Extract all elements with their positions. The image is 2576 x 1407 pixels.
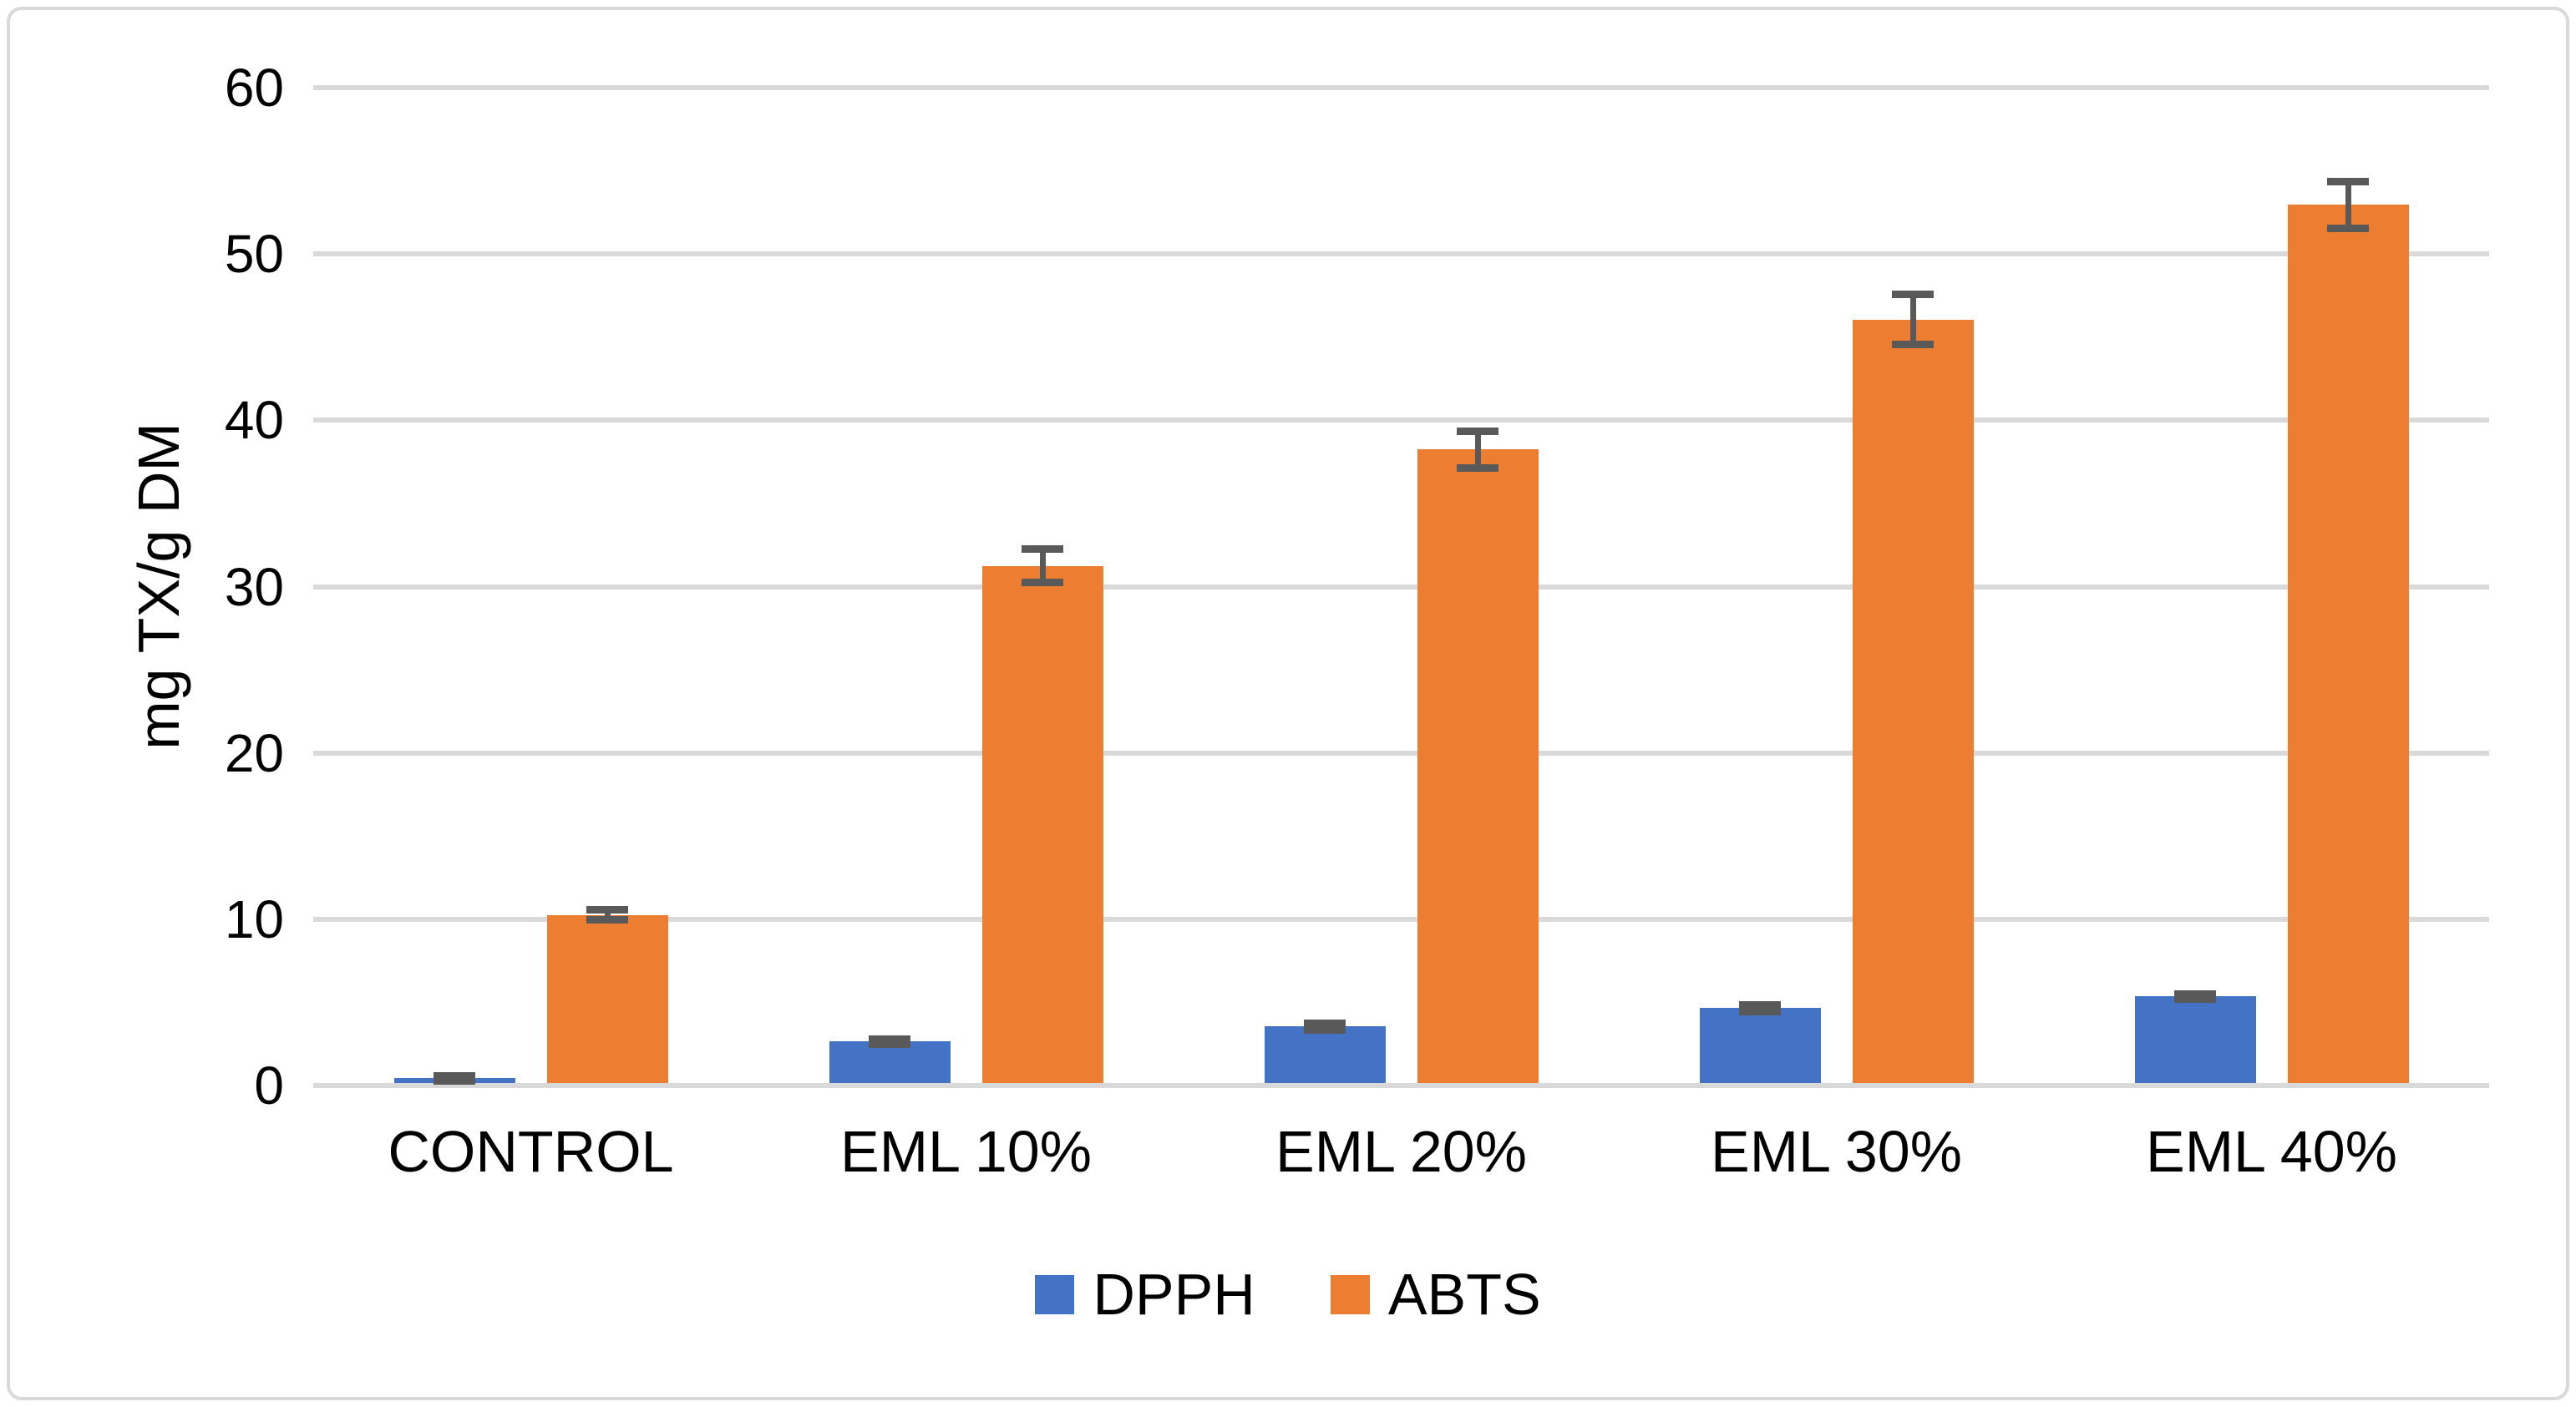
bar-dpph-eml-10- (829, 1035, 951, 1083)
bar-group-eml-20- (1184, 427, 1619, 1083)
legend-item-abts: ABTS (1330, 1262, 1541, 1327)
error-bar-line (2345, 181, 2351, 229)
gridline-y30 (313, 584, 2489, 590)
error-bar-cap (2327, 178, 2369, 186)
error-bar-cap (586, 906, 628, 914)
error-bar-line (1475, 431, 1481, 468)
legend: DPPH ABTS (0, 1265, 2576, 1323)
error-bar-cap (2174, 989, 2216, 998)
x-axis-label-eml-20-: EML 20% (1275, 1119, 1527, 1184)
error-bar-cap (1304, 1019, 1346, 1027)
legend-item-dpph: DPPH (1035, 1265, 1255, 1323)
bar-group-eml-10- (748, 545, 1184, 1083)
y-tick-label-0: 0 (254, 1055, 284, 1116)
x-axis-label-control: CONTROL (388, 1119, 674, 1184)
bar-dpph-eml-20- (1264, 1019, 1386, 1083)
gridline-y60 (313, 85, 2489, 90)
bar-dpph-eml-30- (1699, 1000, 1821, 1083)
error-bar-cap (2174, 995, 2216, 1003)
y-tick-label-10: 10 (224, 888, 284, 949)
bar-dpph-control (393, 1071, 515, 1085)
y-tick-label-30: 30 (224, 556, 284, 617)
gridline-y20 (313, 750, 2489, 756)
error-bar-cap (434, 1071, 475, 1080)
gridline-y50 (313, 251, 2489, 257)
legend-swatch-abts (1330, 1274, 1370, 1314)
error-bar-cap (1892, 291, 1934, 299)
error-bar-cap (586, 916, 628, 924)
error-bar-cap (1457, 463, 1498, 472)
y-tick-label-60: 60 (224, 58, 284, 118)
x-axis-label-eml-10-: EML 10% (840, 1119, 1092, 1184)
chart-frame (7, 7, 2569, 1400)
error-bar-line (1040, 549, 1046, 583)
error-bar-cap (1022, 545, 1063, 554)
bar-abts-eml-20- (1417, 427, 1539, 1083)
bar-group-eml-40- (2054, 178, 2489, 1083)
x-axis-label-eml-30-: EML 30% (1711, 1119, 1962, 1184)
legend-swatch-dpph (1035, 1274, 1075, 1314)
error-bar-cap (869, 1035, 910, 1043)
legend-label-abts: ABTS (1387, 1262, 1541, 1327)
bar-abts-eml-30- (1852, 291, 1974, 1083)
x-axis-label-eml-40-: EML 40% (2146, 1119, 2397, 1184)
bar-abts-eml-40- (2287, 178, 2409, 1083)
error-bar-cap (1739, 1007, 1781, 1015)
legend-label-dpph: DPPH (1093, 1262, 1255, 1327)
error-bar-line (605, 909, 611, 920)
bar-dpph-eml-40- (2134, 989, 2256, 1083)
error-bar-cap (1304, 1025, 1346, 1034)
plot-area (313, 85, 2489, 1088)
y-tick-label-20: 20 (224, 722, 284, 783)
gridline-y0 (313, 1083, 2489, 1088)
y-tick-label-40: 40 (224, 390, 284, 451)
bar-group-control (313, 906, 748, 1085)
error-bar-cap (1892, 341, 1934, 349)
error-bar-cap (434, 1076, 475, 1085)
y-tick-label-50: 50 (224, 224, 284, 285)
error-bar-cap (2327, 224, 2369, 232)
error-bar-cap (1022, 579, 1063, 586)
error-bar-cap (1457, 427, 1498, 435)
error-bar-cap (1739, 1000, 1781, 1009)
bar-group-eml-30- (1619, 291, 2054, 1083)
bar-abts-eml-10- (981, 545, 1103, 1083)
gridline-y10 (313, 916, 2489, 922)
error-bar-cap (869, 1040, 910, 1048)
gridline-y40 (313, 418, 2489, 423)
bar-abts-control (546, 906, 668, 1083)
error-bar-line (1910, 294, 1916, 345)
